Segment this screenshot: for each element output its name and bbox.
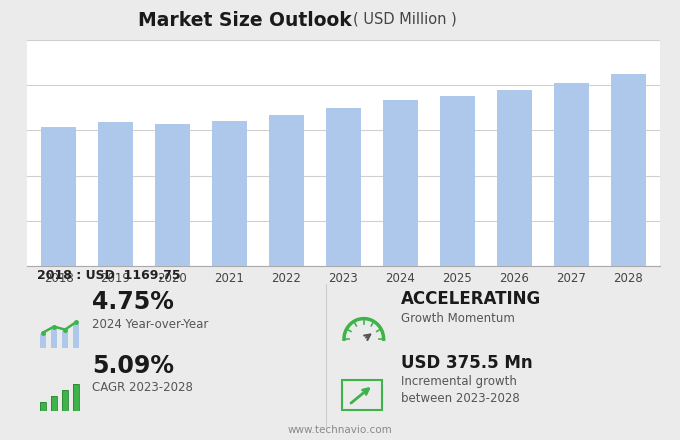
Text: 4.75%: 4.75%	[92, 290, 173, 315]
Text: Incremental growth: Incremental growth	[401, 375, 517, 388]
Bar	[50, 396, 57, 411]
Bar	[269, 115, 304, 266]
Text: USD 375.5 Mn: USD 375.5 Mn	[401, 354, 533, 372]
Text: ACCELERATING: ACCELERATING	[401, 290, 541, 308]
Bar	[554, 83, 589, 266]
Text: Growth Momentum: Growth Momentum	[401, 312, 515, 325]
Bar	[41, 127, 76, 266]
Text: 5.09%: 5.09%	[92, 354, 174, 378]
Bar	[62, 390, 68, 411]
Bar	[496, 90, 532, 266]
Bar	[155, 124, 190, 266]
Bar	[39, 403, 46, 411]
Bar	[73, 323, 80, 348]
Text: www.technavio.com: www.technavio.com	[288, 425, 392, 435]
Text: 2024 Year-over-Year: 2024 Year-over-Year	[92, 318, 208, 331]
Bar	[383, 100, 418, 266]
Text: between 2023-2028: between 2023-2028	[401, 392, 520, 406]
Text: 2018 : USD  1169.75: 2018 : USD 1169.75	[37, 269, 181, 282]
Bar	[62, 390, 68, 411]
Bar	[73, 385, 80, 411]
Bar	[326, 107, 361, 266]
Bar	[211, 121, 247, 266]
Text: Market Size Outlook: Market Size Outlook	[138, 11, 352, 30]
Bar	[62, 331, 68, 348]
Bar	[39, 403, 46, 411]
Bar	[611, 74, 646, 266]
Bar	[98, 122, 133, 266]
Text: CAGR 2023-2028: CAGR 2023-2028	[92, 381, 192, 395]
Bar	[73, 385, 80, 411]
Bar	[440, 96, 475, 266]
Bar	[50, 328, 57, 348]
Text: ( USD Million ): ( USD Million )	[353, 11, 456, 26]
Bar	[50, 396, 57, 411]
Bar	[39, 334, 46, 348]
